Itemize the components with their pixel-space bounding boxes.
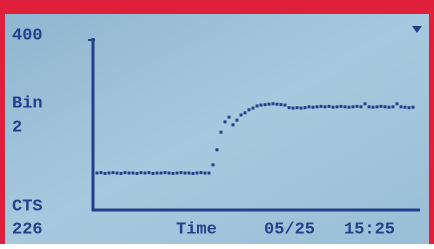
data-point [376,105,379,108]
data-point [208,172,211,175]
data-point [192,172,195,175]
data-point [396,102,399,105]
data-point [328,105,331,108]
data-point [216,148,219,151]
data-point [256,104,259,107]
data-point [200,171,203,174]
date: 05/25 [264,220,315,239]
data-point [240,113,243,116]
data-point [304,106,307,109]
lcd-screen: Bin 2 CTS 226 Time 05/25 15:25 400 [0,0,434,244]
data-point [180,171,183,174]
data-point [308,105,311,108]
data-point [316,105,319,108]
data-point [96,172,99,175]
data-point [140,171,143,174]
data-point [232,123,235,126]
data-point [184,172,187,175]
data-point [152,172,155,175]
data-point [368,105,371,108]
data-point [392,105,395,108]
counts: 226 [12,220,43,239]
data-point [116,172,119,175]
data-point [340,105,343,108]
data-point [120,172,123,175]
data-point [204,172,207,175]
page: Bin 2 CTS 226 Time 05/25 15:25 400 (() =… [0,0,434,249]
data-point [260,104,263,107]
time: 15:25 [344,220,395,239]
data-point [156,172,159,175]
data-point [108,172,111,175]
data-point [284,104,287,107]
data-point [412,106,415,109]
y-tick-label: 400 [12,26,43,45]
data-point [104,172,107,175]
data-point [276,103,279,106]
data-point [224,120,227,123]
data-point [132,172,135,175]
data-point [296,106,299,109]
data-point [160,172,163,175]
data-point [272,102,275,105]
data-point [228,116,231,119]
data-point [100,171,103,174]
data-point [236,119,239,122]
data-point [356,105,359,108]
data-point [336,105,339,108]
data-point [312,106,315,109]
data-point [364,102,367,105]
data-point [300,107,303,110]
x-label: Time [176,220,217,239]
data-point [164,171,167,174]
data-point [408,106,411,109]
data-point [332,106,335,109]
data-point [188,172,191,175]
data-point [288,106,291,109]
data-point [292,107,295,110]
data-point [136,172,139,175]
data-point [404,106,407,109]
counts-label: CTS [12,197,43,216]
data-point [144,172,147,175]
data-point [220,131,223,134]
data-point [168,172,171,175]
data-point [400,105,403,108]
data-point [384,105,387,108]
channel-label: Bin [12,94,43,113]
data-point [112,171,115,174]
data-point [324,105,327,108]
data-point [380,105,383,108]
data-point [172,172,175,175]
data-point [320,105,323,108]
data-point [148,171,151,174]
data-point [352,105,355,108]
data-point [280,103,283,106]
data-point [124,171,127,174]
data-point [268,103,271,106]
data-point [212,163,215,166]
data-point [344,105,347,108]
data-point [348,106,351,109]
data-point [264,103,267,106]
data-point [372,106,375,109]
data-point [360,105,363,108]
data-point [388,106,391,109]
data-point [248,108,251,111]
channel: 2 [12,118,22,137]
data-point [176,172,179,175]
data-point [244,111,247,114]
data-point [196,172,199,175]
data-point [128,172,131,175]
data-point [252,107,255,110]
